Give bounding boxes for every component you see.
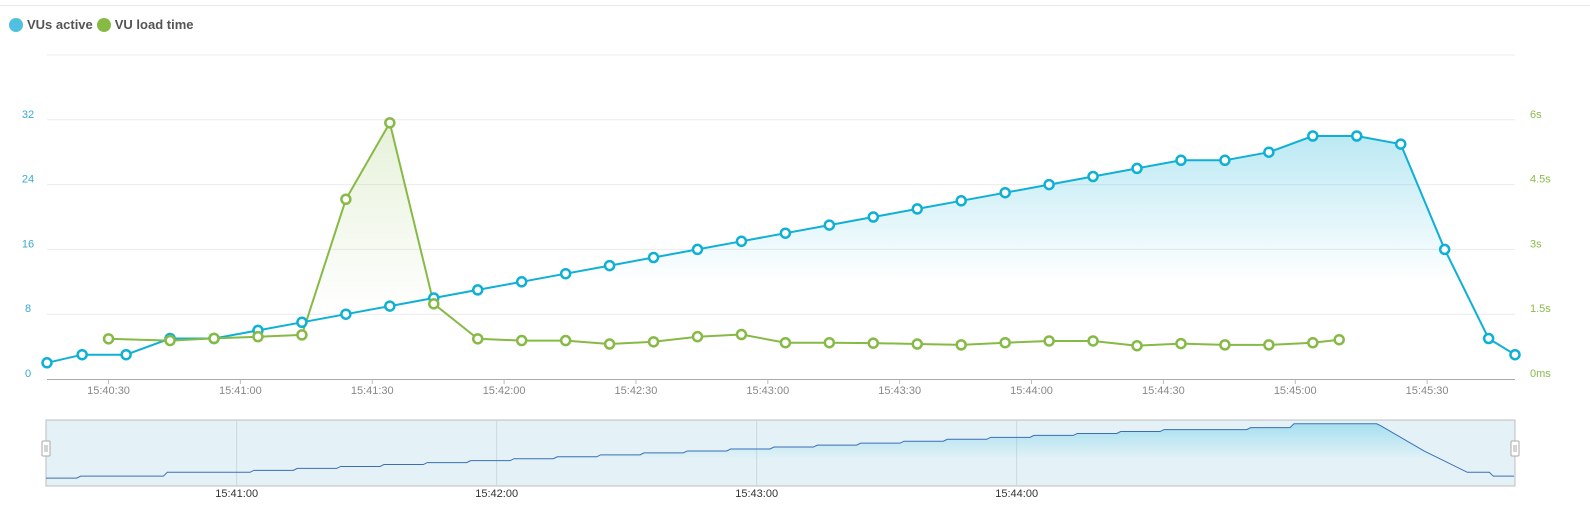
data-point: [515, 276, 528, 288]
data-point: [867, 211, 880, 223]
data-point: [1175, 154, 1187, 167]
data-point: [1394, 138, 1407, 150]
data-point: [1087, 335, 1099, 347]
data-point: [691, 243, 704, 256]
y-left-tick-label: 16: [22, 238, 34, 250]
data-point: [1307, 336, 1319, 349]
top-divider: [0, 5, 1590, 6]
legend-dot-icon: [9, 17, 23, 32]
data-point: [955, 195, 967, 207]
legend-item-vu-load-time[interactable]: VU load time: [96, 17, 194, 32]
data-point: [559, 334, 572, 347]
legend-item-vus-active[interactable]: VUs active: [9, 17, 93, 32]
series-area: [108, 122, 1340, 380]
data-point: [471, 333, 484, 345]
data-point: [603, 259, 616, 272]
data-point: [384, 117, 396, 129]
x-tick-label: 15:44:30: [1142, 385, 1185, 397]
y-left-tick-label: 0: [25, 368, 31, 380]
data-point: [1263, 339, 1275, 351]
navigator-line: [46, 423, 1514, 479]
data-point: [515, 334, 528, 347]
data-point: [208, 332, 220, 345]
x-tick-label: 15:40:30: [87, 385, 130, 397]
data-point: [823, 336, 836, 349]
data-point: [559, 267, 572, 280]
y-left-tick-label: 32: [22, 109, 34, 121]
data-point: [1087, 170, 1099, 183]
data-point: [1131, 339, 1143, 352]
data-point: [428, 298, 440, 310]
data-point: [1333, 333, 1345, 346]
data-point: [691, 330, 704, 343]
data-point: [1131, 162, 1143, 175]
legend-dot-icon: [96, 17, 111, 32]
data-point: [340, 308, 352, 320]
data-point: [911, 203, 924, 215]
data-point: [999, 336, 1011, 349]
data-point: [867, 337, 880, 349]
data-point: [1351, 130, 1363, 142]
navigator-tick-label: 15:42:00: [475, 488, 518, 500]
navigator-area: [46, 423, 1514, 485]
y-left-tick-label: 8: [25, 303, 31, 315]
data-point: [779, 336, 792, 349]
data-point: [647, 251, 660, 264]
y-right-tick-label: 3s: [1530, 238, 1542, 250]
data-point: [955, 339, 967, 351]
legend-label: VU load time: [114, 17, 194, 32]
data-point: [164, 334, 176, 347]
data-point: [603, 338, 616, 350]
data-point: [1482, 332, 1495, 345]
data-point: [647, 336, 660, 348]
y-right-tick-label: 0ms: [1530, 368, 1551, 380]
navigator-tick-label: 15:43:00: [735, 488, 778, 500]
data-point: [340, 193, 352, 206]
y-left-tick-label: 24: [22, 174, 34, 186]
x-tick-label: 15:43:00: [746, 385, 789, 397]
data-point: [823, 219, 836, 231]
navigator-tick-label: 15:44:00: [995, 488, 1038, 500]
y-right-tick-label: 4.5s: [1530, 174, 1551, 186]
data-point: [1307, 130, 1319, 142]
legend-label: VUs active: [27, 17, 93, 32]
x-tick-label: 15:45:30: [1406, 385, 1449, 397]
data-point: [1219, 154, 1231, 167]
data-point: [1043, 335, 1055, 347]
navigator-tick-label: 15:41:00: [215, 488, 258, 500]
data-point: [1438, 243, 1451, 256]
x-tick-label: 15:42:30: [615, 385, 658, 397]
data-point: [1263, 146, 1275, 158]
legend: VUs active VU load time: [9, 17, 198, 32]
data-point: [296, 329, 308, 341]
data-point: [252, 330, 264, 343]
x-tick-label: 15:41:00: [219, 385, 262, 397]
data-point: [76, 348, 88, 361]
data-point: [296, 316, 308, 329]
x-tick-label: 15:45:00: [1274, 385, 1317, 397]
data-point: [1509, 348, 1521, 361]
navigator-handle-right[interactable]: [1510, 440, 1520, 457]
data-point: [735, 235, 748, 248]
x-tick-label: 15:43:30: [878, 385, 921, 397]
data-point: [911, 338, 924, 350]
data-point: [41, 357, 53, 369]
data-point: [102, 333, 115, 345]
y-right-tick-label: 1.5s: [1530, 303, 1551, 315]
navigator-handle-left[interactable]: [41, 440, 51, 457]
x-tick-label: 15:44:00: [1010, 385, 1053, 397]
data-point: [999, 186, 1011, 199]
data-point: [779, 227, 792, 239]
x-tick-label: 15:41:30: [351, 385, 394, 397]
data-point: [384, 300, 396, 312]
data-point: [1043, 178, 1055, 191]
data-point: [120, 348, 132, 361]
data-point: [735, 328, 748, 341]
data-point: [1175, 337, 1187, 350]
x-tick-label: 15:42:00: [483, 385, 526, 397]
y-right-tick-label: 6s: [1530, 109, 1542, 121]
data-point: [1219, 339, 1231, 351]
data-point: [471, 284, 484, 296]
